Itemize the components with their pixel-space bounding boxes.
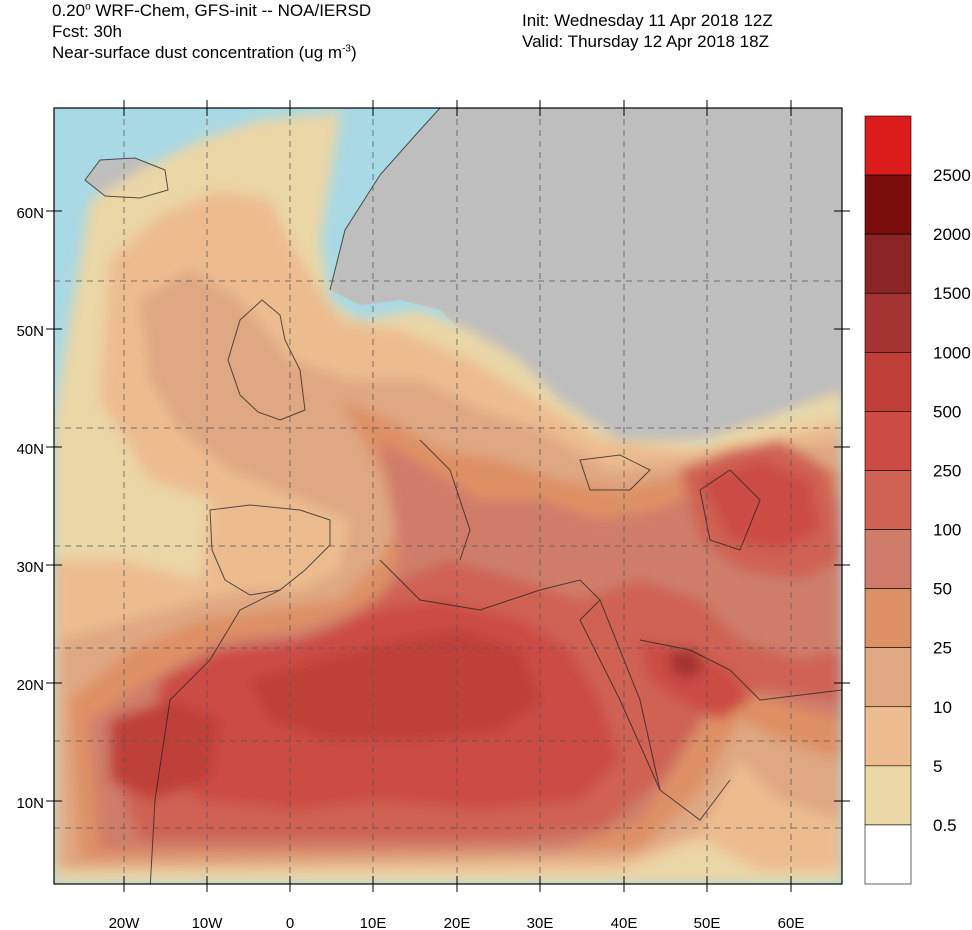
colorbar-label: 100 (933, 521, 961, 540)
lon-label: 40E (611, 915, 638, 930)
colorbar-label: 1500 (933, 284, 971, 303)
colorbar-label: 10 (933, 698, 952, 717)
forecast-hour: Fcst: 30h (52, 22, 122, 41)
lat-label: 40N (16, 441, 44, 458)
colorbar-label: 2500 (933, 166, 971, 185)
dust-level-1000 (670, 648, 705, 680)
colorbar-swatch (864, 529, 912, 589)
dust-level-250-east (640, 640, 750, 720)
lon-labels: 20W 10W 0 10E 20E 30E 40E 50E 60E (109, 915, 805, 930)
colorbar-label: 5 (933, 757, 942, 776)
lon-label: 20E (444, 915, 471, 930)
map-field (54, 108, 842, 884)
lat-labels: 60N 50N 40N 30N 20N 10N (16, 205, 44, 812)
lon-label: 50E (694, 915, 721, 930)
lat-label: 20N (16, 677, 44, 694)
colorbar (864, 115, 912, 885)
dust-level-500 (250, 630, 540, 740)
colorbar-swatch (864, 706, 912, 767)
colorbar-label: 500 (933, 402, 961, 421)
colorbar-labels: 2500 2000 1500 1000 500 250 100 50 25 10 5 0.5 (933, 166, 971, 835)
colorbar-swatch (864, 411, 912, 471)
run-times: Init: Wednesday 11 Apr 2018 12Z Valid: T… (522, 10, 773, 52)
dust-level-250-caspian (700, 460, 820, 550)
valid-time: Valid: Thursday 12 Apr 2018 18Z (522, 32, 769, 51)
lat-label: 60N (16, 205, 44, 222)
map-frame (53, 107, 843, 885)
coastlines (84, 108, 842, 884)
lat-label: 10N (16, 795, 44, 812)
variable-title: Near-surface dust concentration (ug m-3) (52, 43, 357, 62)
colorbar-swatch (864, 470, 912, 530)
colorbar-swatch (864, 115, 912, 176)
lon-label: 10E (360, 915, 387, 930)
dust-concentration-field (54, 112, 842, 884)
lon-label: 0 (286, 915, 294, 930)
colorbar-swatch (864, 292, 912, 353)
dust-level-500-africa-west (110, 700, 220, 800)
lon-label: 60E (778, 915, 805, 930)
colorbar-label: 1000 (933, 343, 971, 362)
axis-ticks (46, 100, 850, 892)
lon-label: 30E (527, 915, 554, 930)
colorbar-label: 250 (933, 461, 961, 480)
colorbar-swatch (864, 174, 912, 235)
plot-title: 0.20o WRF-Chem, GFS-init -- NOA/IERSD Fc… (52, 0, 371, 63)
colorbar-label: 50 (933, 580, 952, 599)
lat-label: 50N (16, 323, 44, 340)
colorbar-swatch (864, 588, 912, 648)
title-model-line: 0.20o WRF-Chem, GFS-init -- NOA/IERSD (52, 1, 372, 20)
init-time: Init: Wednesday 11 Apr 2018 12Z (522, 11, 773, 30)
colorbar-swatch (864, 352, 912, 412)
lon-label: 20W (109, 915, 141, 930)
lon-label: 10W (192, 915, 224, 930)
lat-label: 30N (16, 559, 44, 576)
colorbar-label: 0.5 (933, 816, 957, 835)
graticule (54, 108, 842, 884)
colorbar-swatch (864, 765, 912, 826)
colorbar-swatch (864, 824, 912, 885)
colorbar-swatch (864, 647, 912, 708)
colorbar-label: 2000 (933, 225, 971, 244)
colorbar-swatch (864, 233, 912, 294)
colorbar-label: 25 (933, 639, 952, 658)
